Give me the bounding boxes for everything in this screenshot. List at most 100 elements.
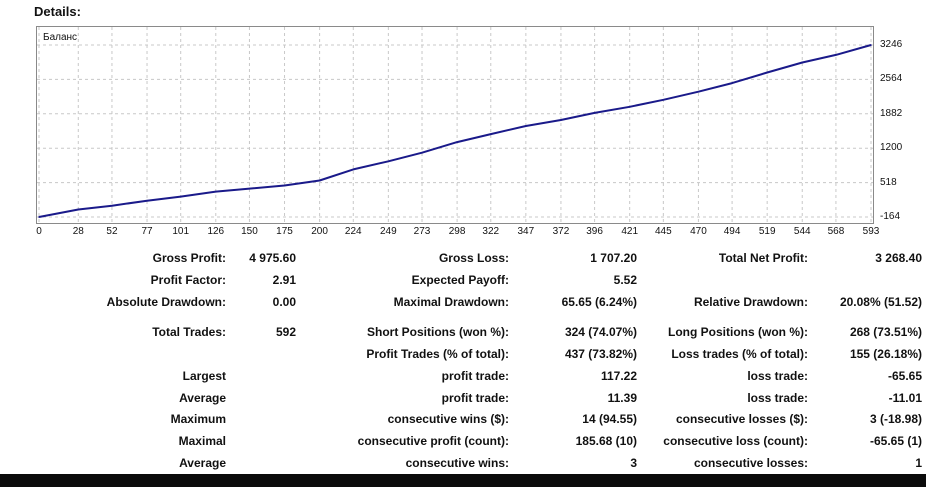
x-tick-label: 396 (586, 226, 603, 237)
balance-point (421, 151, 423, 154)
x-tick-label: 421 (621, 226, 639, 237)
x-tick-label: 519 (758, 226, 776, 237)
maximal-cons-profit-label: consecutive profit (count): (357, 434, 509, 448)
average-label: Average (179, 391, 226, 405)
balance-point (77, 208, 80, 211)
average-loss-label: loss trade: (747, 391, 808, 405)
balance-point (560, 119, 562, 121)
maximum-label: Maximum (170, 412, 226, 426)
x-tick-label: 593 (862, 226, 880, 237)
long-pos-label: Long Positions (won %): (668, 325, 808, 339)
profit-trades-label: Profit Trades (% of total): (366, 347, 509, 361)
balance-point (248, 187, 251, 190)
max-cons-wins-value: 14 (94.55) (582, 412, 637, 426)
balance-point (456, 141, 458, 143)
rel-drawdown-label: Relative Drawdown: (693, 295, 808, 309)
y-tick-label: 1200 (880, 142, 903, 154)
balance-point (593, 112, 596, 114)
x-tick-label: 52 (106, 226, 118, 237)
maximal-cons-loss-label: consecutive loss (count): (663, 434, 808, 448)
largest-loss-value: -65.65 (887, 369, 922, 383)
largest-loss-label: loss trade: (747, 369, 808, 383)
loss-trades-value: 155 (26.18%) (849, 347, 922, 361)
balance-point (352, 168, 355, 171)
balance-point (146, 199, 148, 202)
x-tick-label: 347 (517, 226, 535, 237)
avg-cons-wins-value: 3 (630, 456, 637, 470)
x-tick-label: 273 (413, 226, 431, 237)
max-cons-losses-label: consecutive losses ($): (675, 412, 808, 426)
x-tick-label: 224 (344, 226, 362, 237)
y-tick-label: 2564 (880, 73, 903, 85)
balance-point (38, 216, 40, 218)
long-pos-value: 268 (73.51%) (849, 325, 922, 339)
balance-line (38, 44, 872, 218)
x-tick-label: 200 (311, 226, 328, 237)
details-heading: Details: (34, 4, 81, 19)
loss-trades-label: Loss trades (% of total): (671, 347, 808, 361)
x-tick-label: 101 (172, 226, 190, 237)
balance-point (111, 204, 113, 207)
balance-point (318, 179, 321, 182)
balance-point (835, 54, 837, 56)
total-trades-value: 592 (275, 325, 296, 339)
gross-loss-value: 1 707.20 (590, 251, 637, 265)
gross-loss-label: Gross Loss: (438, 251, 509, 265)
x-tick-label: 28 (72, 226, 84, 237)
balance-point (662, 98, 665, 101)
y-tick-label: 1882 (880, 107, 903, 119)
gross-profit-value: 4 975.60 (249, 251, 296, 265)
average2-label: Average (179, 456, 226, 470)
profit-factor-value: 2.91 (272, 273, 296, 287)
largest-profit-value: 117.22 (600, 369, 637, 383)
max-drawdown-value: 65.65 (6.24%) (561, 295, 637, 309)
y-tick-label: -164 (880, 211, 901, 222)
x-tick-label: 322 (482, 226, 500, 237)
x-tick-label: 298 (448, 226, 466, 237)
balance-point (801, 61, 804, 64)
average-profit-label: profit trade: (441, 391, 509, 405)
bottom-bar (0, 474, 926, 487)
balance-point (697, 90, 700, 93)
y-tick-label: 3246 (880, 39, 903, 50)
average-loss-value: -11.01 (888, 391, 922, 405)
balance-point (283, 184, 286, 187)
x-tick-label: 126 (207, 226, 225, 237)
profit-trades-value: 437 (73.82%) (564, 347, 637, 361)
balance-point (525, 125, 527, 127)
short-pos-label: Short Positions (won %): (367, 325, 509, 339)
x-tick-label: 494 (723, 226, 741, 237)
balance-chart (36, 26, 874, 224)
x-tick-label: 445 (655, 226, 672, 237)
maximal-label: Maximal (178, 434, 226, 448)
largest-profit-label: profit trade: (441, 369, 509, 383)
maximal-cons-profit-value: 185.68 (10) (575, 434, 637, 448)
balance-point (489, 133, 492, 135)
avg-cons-losses-label: consecutive losses: (693, 456, 808, 470)
abs-drawdown-label: Absolute Drawdown: (106, 295, 226, 309)
maximal-cons-loss-value: -65.65 (1) (869, 434, 922, 448)
average-profit-value: 11.39 (607, 391, 637, 405)
net-profit-value: 3 268.40 (875, 251, 922, 265)
max-drawdown-label: Maximal Drawdown: (393, 295, 509, 309)
expected-payoff-label: Expected Payoff: (411, 273, 509, 287)
balance-point (387, 160, 390, 163)
net-profit-label: Total Net Profit: (718, 251, 808, 265)
x-tick-label: 544 (793, 226, 811, 237)
balance-point (214, 190, 217, 193)
balance-chart-svg (37, 27, 873, 223)
balance-point (628, 106, 631, 108)
balance-point (766, 71, 768, 74)
x-tick-label: 249 (380, 226, 397, 237)
x-tick-label: 372 (552, 226, 570, 237)
y-tick-label: 518 (880, 176, 897, 188)
balance-point (870, 44, 872, 46)
short-pos-value: 324 (74.07%) (564, 325, 637, 339)
x-tick-label: 150 (241, 226, 258, 237)
x-tick-label: 568 (827, 226, 845, 237)
x-tick-label: 470 (690, 226, 707, 237)
total-trades-label: Total Trades: (152, 325, 226, 339)
x-tick-label: 77 (141, 226, 153, 237)
gross-profit-label: Gross Profit: (152, 251, 226, 265)
balance-point (731, 82, 733, 84)
